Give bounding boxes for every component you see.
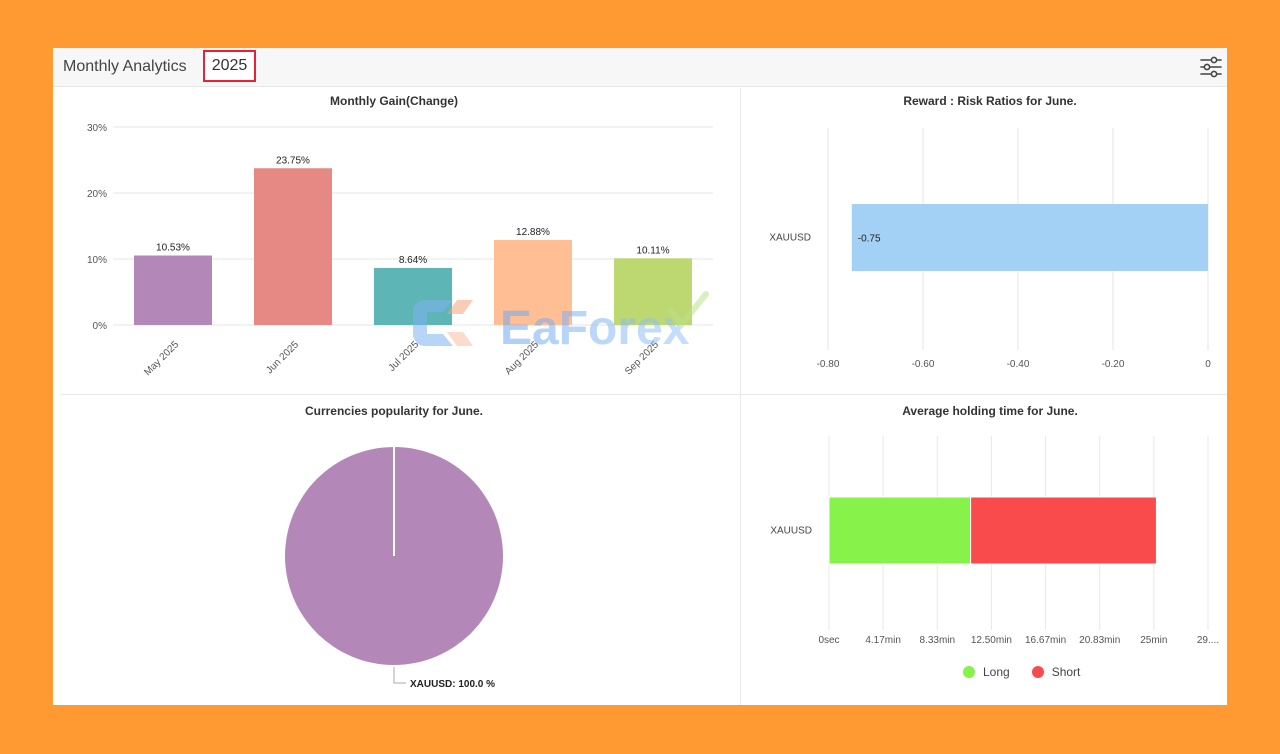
x-tick-label: 0 (1205, 359, 1211, 370)
page-title: Monthly Analytics (63, 58, 187, 75)
horizontal-divider (61, 394, 1227, 395)
x-tick-label: 0sec (818, 635, 839, 646)
year-value: 2025 (211, 57, 248, 74)
bar (494, 239, 572, 325)
x-tick-label: -0.40 (1007, 359, 1030, 370)
legend-dot-long (963, 666, 975, 678)
ratio-bar (851, 204, 1208, 271)
bar-data-label: -0.75 (858, 234, 881, 245)
x-tick-label: 12.50min (971, 635, 1012, 646)
pie-slice-label: XAUUSD: 100.0 % (410, 679, 495, 690)
legend-item-short[interactable]: Short (1031, 665, 1081, 679)
bar-data-label: 12.88% (516, 227, 550, 238)
bar (614, 258, 692, 325)
holding-time-chart: Average holding time for June. 0sec 4.17m… (770, 404, 1219, 646)
currency-pie-chart: Currencies popularity for June. XAUUSD: … (285, 404, 503, 690)
x-tick-label: -0.20 (1102, 359, 1125, 370)
reward-risk-chart: Reward : Risk Ratios for June. -0.80 -0.6… (769, 94, 1211, 370)
x-tick-label: 25min (1140, 635, 1167, 646)
bar (254, 168, 332, 325)
bar (134, 255, 212, 325)
pie-label-connector (393, 667, 406, 684)
y-tick-label: 10% (87, 255, 107, 266)
analytics-card: Monthly Analytics 2025 Monthly Gain(Chan… (53, 48, 1227, 705)
reward-risk-title: Reward : Risk Ratios for June. (903, 94, 1076, 108)
stacked-bar-segment (828, 496, 972, 565)
legend-label-long: Long (983, 665, 1010, 679)
x-tick-label: 20.83min (1079, 635, 1120, 646)
bar-data-label: 10.11% (636, 245, 669, 256)
x-tick-label: -0.80 (817, 359, 840, 370)
x-tick-label: 29.... (1197, 635, 1219, 646)
holding-time-legend: Long Short (963, 665, 1094, 679)
y-tick-label: 20% (87, 189, 107, 200)
currency-pie-title: Currencies popularity for June. (305, 404, 483, 418)
sliders-icon[interactable] (1199, 56, 1223, 78)
x-tick-label: 16.67min (1025, 635, 1066, 646)
legend-label-short: Short (1051, 665, 1081, 679)
header-bar: Monthly Analytics 2025 (53, 48, 1227, 87)
bar-data-label: 23.75% (276, 155, 310, 166)
legend-dot-short (1031, 666, 1044, 678)
year-selector[interactable]: 2025 (203, 50, 256, 82)
stacked-bar-segment (970, 496, 1157, 565)
eaforex-logo-icon (413, 300, 473, 346)
bar-data-label: 8.64% (399, 255, 427, 266)
y-tick-label: 30% (87, 123, 107, 134)
bar-data-label: 10.53% (156, 243, 190, 254)
eaforex-watermark: EaForex (413, 291, 709, 355)
monthly-gain-title: Monthly Gain(Change) (330, 94, 458, 108)
legend-item-long[interactable]: Long (963, 665, 1010, 679)
monthly-gain-chart: Monthly Gain(Change) 0%10%20%30%10.53%Ma… (87, 94, 713, 378)
y-category-label: XAUUSD (770, 526, 812, 537)
x-tick-label: 8.33min (919, 635, 955, 646)
holding-time-title: Average holding time for June. (902, 404, 1078, 418)
y-tick-label: 0% (93, 321, 108, 332)
x-tick-label: 4.17min (865, 635, 901, 646)
y-category-label: XAUUSD (769, 233, 811, 244)
x-tick-label: -0.60 (912, 359, 935, 370)
watermark-text: EaForex (500, 302, 690, 355)
vertical-divider (740, 88, 741, 705)
